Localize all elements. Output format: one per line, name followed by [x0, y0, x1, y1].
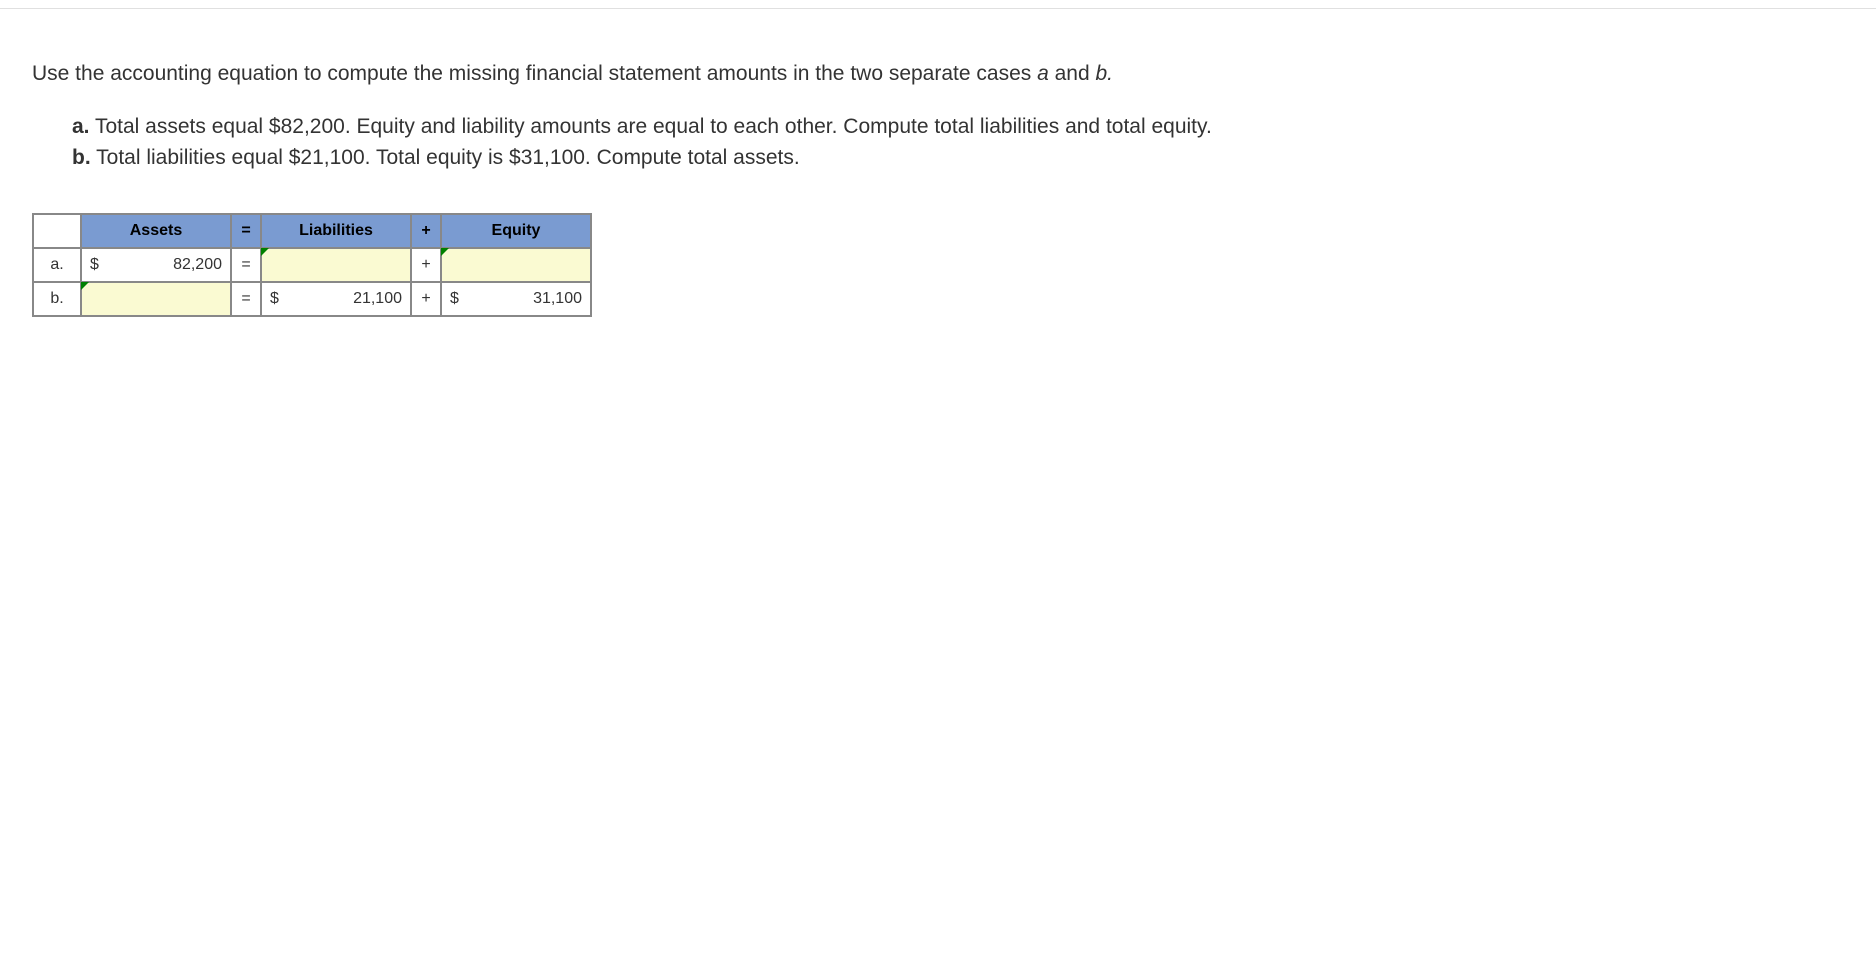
problem-a: a. Total assets equal $82,200. Equity an… — [72, 112, 1844, 142]
cell-value: 21,100 — [279, 290, 402, 308]
accounting-table: Assets = Liabilities + Equity a.$82,200=… — [32, 213, 592, 317]
plus-op: + — [411, 282, 441, 316]
currency-symbol: $ — [450, 290, 459, 308]
currency-symbol: $ — [270, 290, 279, 308]
header-blank — [33, 214, 81, 248]
problem-b-label: b. — [72, 146, 91, 169]
currency-symbol: $ — [90, 256, 99, 274]
header-plus: + — [411, 214, 441, 248]
plus-op: + — [411, 248, 441, 282]
problem-a-label: a. — [72, 115, 90, 138]
row-label: b. — [33, 282, 81, 316]
intro-and: and — [1049, 62, 1096, 85]
equity-cell[interactable] — [441, 248, 591, 282]
cell-value: 82,200 — [99, 256, 222, 274]
intro-a: a — [1037, 62, 1049, 85]
table-row: a.$82,200=+ — [33, 248, 591, 282]
equity-cell: $31,100 — [441, 282, 591, 316]
liabilities-cell: $21,100 — [261, 282, 411, 316]
problem-b-text: Total liabilities equal $21,100. Total e… — [96, 146, 800, 169]
header-liabilities: Liabilities — [261, 214, 411, 248]
cell-value: 31,100 — [459, 290, 582, 308]
problem-b: b. Total liabilities equal $21,100. Tota… — [72, 143, 1844, 173]
intro-text: Use the accounting equation to compute t… — [32, 59, 1844, 88]
header-equity: Equity — [441, 214, 591, 248]
eq-op: = — [231, 282, 261, 316]
assets-cell: $82,200 — [81, 248, 231, 282]
problem-list: a. Total assets equal $82,200. Equity an… — [32, 112, 1844, 173]
assets-cell[interactable] — [81, 282, 231, 316]
row-label: a. — [33, 248, 81, 282]
problem-a-text: Total assets equal $82,200. Equity and l… — [95, 115, 1212, 138]
liabilities-cell[interactable] — [261, 248, 411, 282]
eq-op: = — [231, 248, 261, 282]
intro-main: Use the accounting equation to compute t… — [32, 62, 1037, 85]
header-assets: Assets — [81, 214, 231, 248]
intro-b: b. — [1095, 62, 1113, 85]
table-row: b.=$21,100+$31,100 — [33, 282, 591, 316]
header-eq: = — [231, 214, 261, 248]
